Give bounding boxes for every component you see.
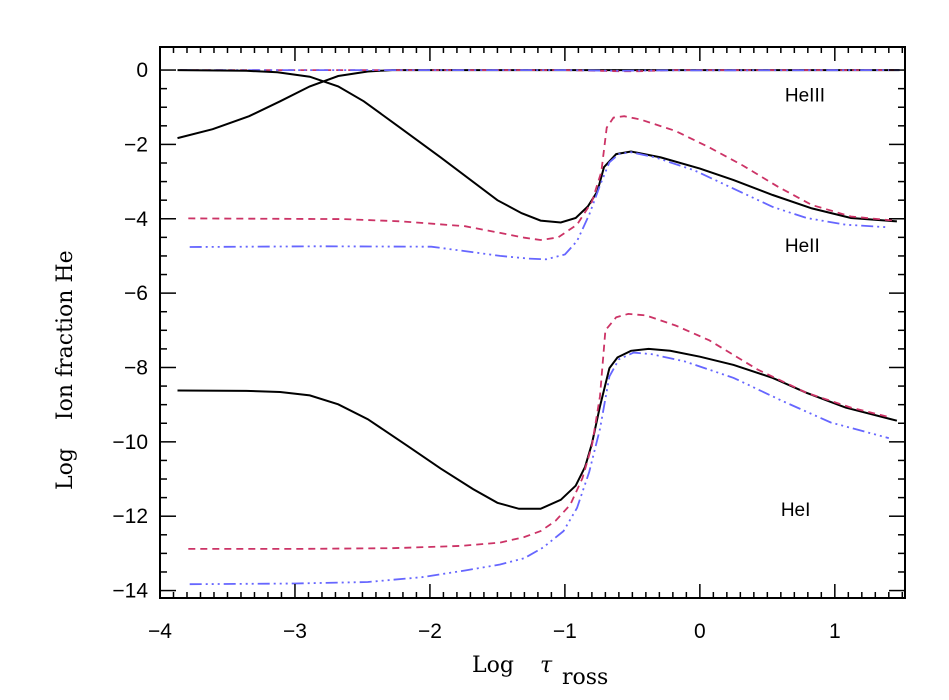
y-tick-label: −2: [124, 133, 148, 156]
ion-annotation: HeI: [781, 500, 811, 521]
x-axis-symbol: τ: [540, 653, 553, 678]
x-tick-label: 1: [829, 620, 841, 643]
x-axis-subscript: ross: [562, 665, 608, 690]
y-tick-label: −4: [124, 208, 148, 231]
y-tick-label: 0: [136, 59, 148, 82]
series-heii-solid: [177, 69, 897, 224]
series-hei-dashdot: [189, 351, 890, 586]
ion-annotation: HeIII: [785, 86, 825, 107]
y-tick-label: −6: [124, 282, 148, 305]
y-tick-label: −14: [112, 580, 148, 603]
y-tick-label: −12: [112, 505, 148, 528]
series-hei-solid: [177, 347, 898, 510]
y-tick-label: −10: [112, 431, 148, 454]
x-tick-label: −4: [148, 620, 172, 643]
series-heii-dashed: [188, 115, 895, 241]
x-axis-label: Log: [472, 653, 514, 678]
x-tick-label: −1: [553, 620, 577, 643]
plot-frame: [159, 46, 906, 599]
ion-annotation: HeII: [785, 236, 820, 257]
x-tick-label: −2: [418, 620, 442, 643]
series-layer: [177, 69, 900, 586]
x-tick-label: 0: [694, 620, 706, 643]
series-hei-dashed: [188, 312, 892, 550]
y-tick-label: −8: [124, 356, 148, 379]
y-axis-label: Log Ion fraction He: [53, 250, 78, 490]
x-tick-label: −3: [283, 620, 307, 643]
